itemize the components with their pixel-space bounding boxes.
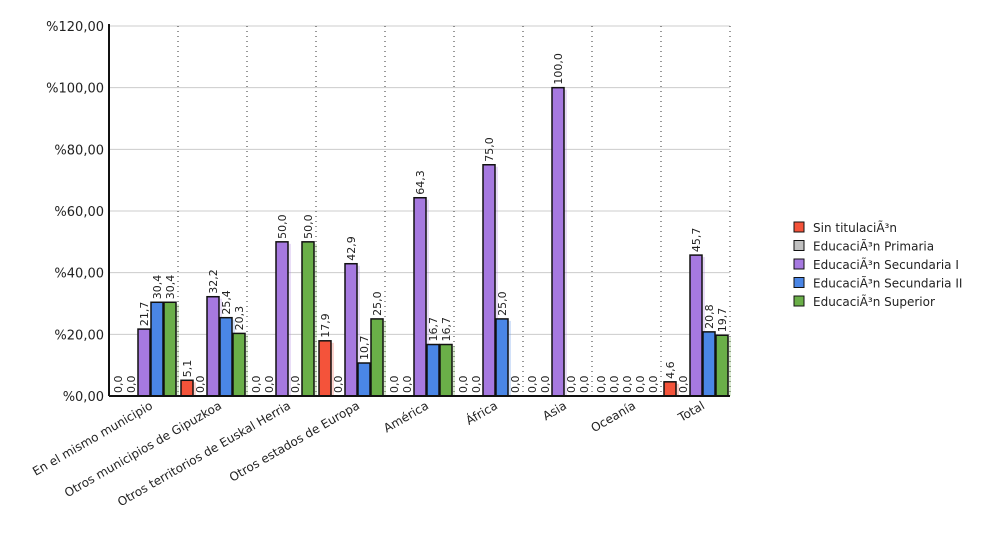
data-label: 0,0 bbox=[401, 376, 414, 394]
data-label: 0,0 bbox=[621, 376, 634, 394]
bar bbox=[426, 343, 440, 397]
y-tick-label: %100,00 bbox=[46, 82, 104, 97]
data-label: 30,4 bbox=[164, 275, 177, 300]
data-label: 0,0 bbox=[565, 376, 578, 394]
data-label: 25,0 bbox=[496, 291, 509, 316]
legend-entry: EducaciÃ³n Superior bbox=[813, 294, 935, 309]
x-tick-label: África bbox=[463, 398, 500, 428]
bar bbox=[370, 318, 384, 397]
data-label: 25,4 bbox=[220, 290, 233, 315]
data-label: 42,9 bbox=[345, 236, 358, 261]
data-label: 0,0 bbox=[289, 376, 302, 394]
data-label: 0,0 bbox=[125, 376, 138, 394]
bar bbox=[301, 241, 315, 397]
bar bbox=[180, 379, 194, 397]
data-label: 30,4 bbox=[151, 275, 164, 300]
y-tick-label: %20,00 bbox=[54, 328, 104, 343]
legend-entry: Sin titulaciÃ³n bbox=[813, 220, 897, 235]
bar bbox=[551, 86, 565, 397]
data-label: 0,0 bbox=[332, 376, 345, 394]
x-tick-label: Oceanía bbox=[588, 398, 638, 435]
bar bbox=[232, 332, 246, 397]
data-label: 4,6 bbox=[664, 361, 677, 379]
x-tick-label: Otros estados de Europa bbox=[227, 398, 362, 484]
data-label: 0,0 bbox=[470, 376, 483, 394]
data-label: 0,0 bbox=[263, 376, 276, 394]
data-label: 0,0 bbox=[608, 376, 621, 394]
data-label: 0,0 bbox=[509, 376, 522, 394]
bar bbox=[495, 318, 509, 397]
bar bbox=[413, 196, 427, 397]
bar bbox=[137, 328, 151, 397]
data-label: 17,9 bbox=[319, 313, 332, 338]
data-label: 45,7 bbox=[690, 228, 703, 253]
legend-swatch bbox=[793, 221, 805, 233]
bar bbox=[318, 340, 332, 397]
data-label: 19,7 bbox=[716, 308, 729, 333]
bar bbox=[439, 343, 453, 397]
data-label: 20,3 bbox=[233, 306, 246, 331]
y-tick-label: %40,00 bbox=[54, 267, 104, 282]
y-tick-label: %0,00 bbox=[63, 390, 104, 405]
data-label: 0,0 bbox=[388, 376, 401, 394]
bar bbox=[344, 262, 358, 397]
bar bbox=[689, 254, 703, 397]
x-tick-label: Total bbox=[675, 398, 707, 425]
data-label: 0,0 bbox=[634, 376, 647, 394]
bar bbox=[150, 301, 164, 397]
legend-swatch bbox=[793, 295, 805, 307]
data-label: 10,7 bbox=[358, 336, 371, 361]
data-label: 21,7 bbox=[138, 302, 151, 327]
data-label: 50,0 bbox=[302, 214, 315, 239]
data-label: 0,0 bbox=[595, 376, 608, 394]
y-tick-label: %120,00 bbox=[46, 20, 104, 35]
bar bbox=[163, 301, 177, 397]
data-label: 0,0 bbox=[194, 376, 207, 394]
legend-swatch bbox=[793, 240, 805, 251]
legend-swatch bbox=[793, 258, 805, 270]
bar bbox=[702, 331, 716, 397]
data-label: 20,8 bbox=[703, 304, 716, 329]
y-tick-label: %60,00 bbox=[54, 205, 104, 220]
data-label: 16,7 bbox=[427, 317, 440, 342]
legend-swatch bbox=[793, 277, 805, 288]
x-tick-label: En el mismo municipio bbox=[30, 398, 155, 478]
data-label: 0,0 bbox=[539, 376, 552, 394]
bar bbox=[275, 241, 289, 397]
bar bbox=[663, 381, 677, 397]
bar bbox=[357, 362, 371, 397]
data-label: 50,0 bbox=[276, 214, 289, 239]
legend-entry: EducaciÃ³n Primaria bbox=[813, 239, 934, 254]
legend-entry: EducaciÃ³n Secundaria I bbox=[813, 257, 959, 272]
data-label: 16,7 bbox=[440, 317, 453, 342]
bar bbox=[219, 316, 233, 397]
x-tick-label: Asia bbox=[540, 398, 569, 423]
x-tick-label: América bbox=[381, 398, 431, 435]
y-tick-label: %80,00 bbox=[54, 143, 104, 158]
data-label: 75,0 bbox=[483, 137, 496, 162]
data-label: 64,3 bbox=[414, 170, 427, 195]
legend-entry: EducaciÃ³n Secundaria II bbox=[813, 276, 962, 291]
data-label: 0,0 bbox=[647, 376, 660, 394]
data-label: 0,0 bbox=[250, 376, 263, 394]
bar bbox=[206, 295, 220, 397]
data-label: 0,0 bbox=[578, 376, 591, 394]
bar bbox=[715, 334, 729, 397]
data-label: 32,2 bbox=[207, 269, 220, 294]
data-label: 0,0 bbox=[112, 376, 125, 394]
data-label: 0,0 bbox=[677, 376, 690, 394]
data-label: 25,0 bbox=[371, 291, 384, 316]
data-label: 100,0 bbox=[552, 53, 565, 85]
data-label: 0,0 bbox=[526, 376, 539, 394]
data-label: 5,1 bbox=[181, 360, 194, 378]
bar bbox=[482, 164, 496, 397]
data-label: 0,0 bbox=[457, 376, 470, 394]
